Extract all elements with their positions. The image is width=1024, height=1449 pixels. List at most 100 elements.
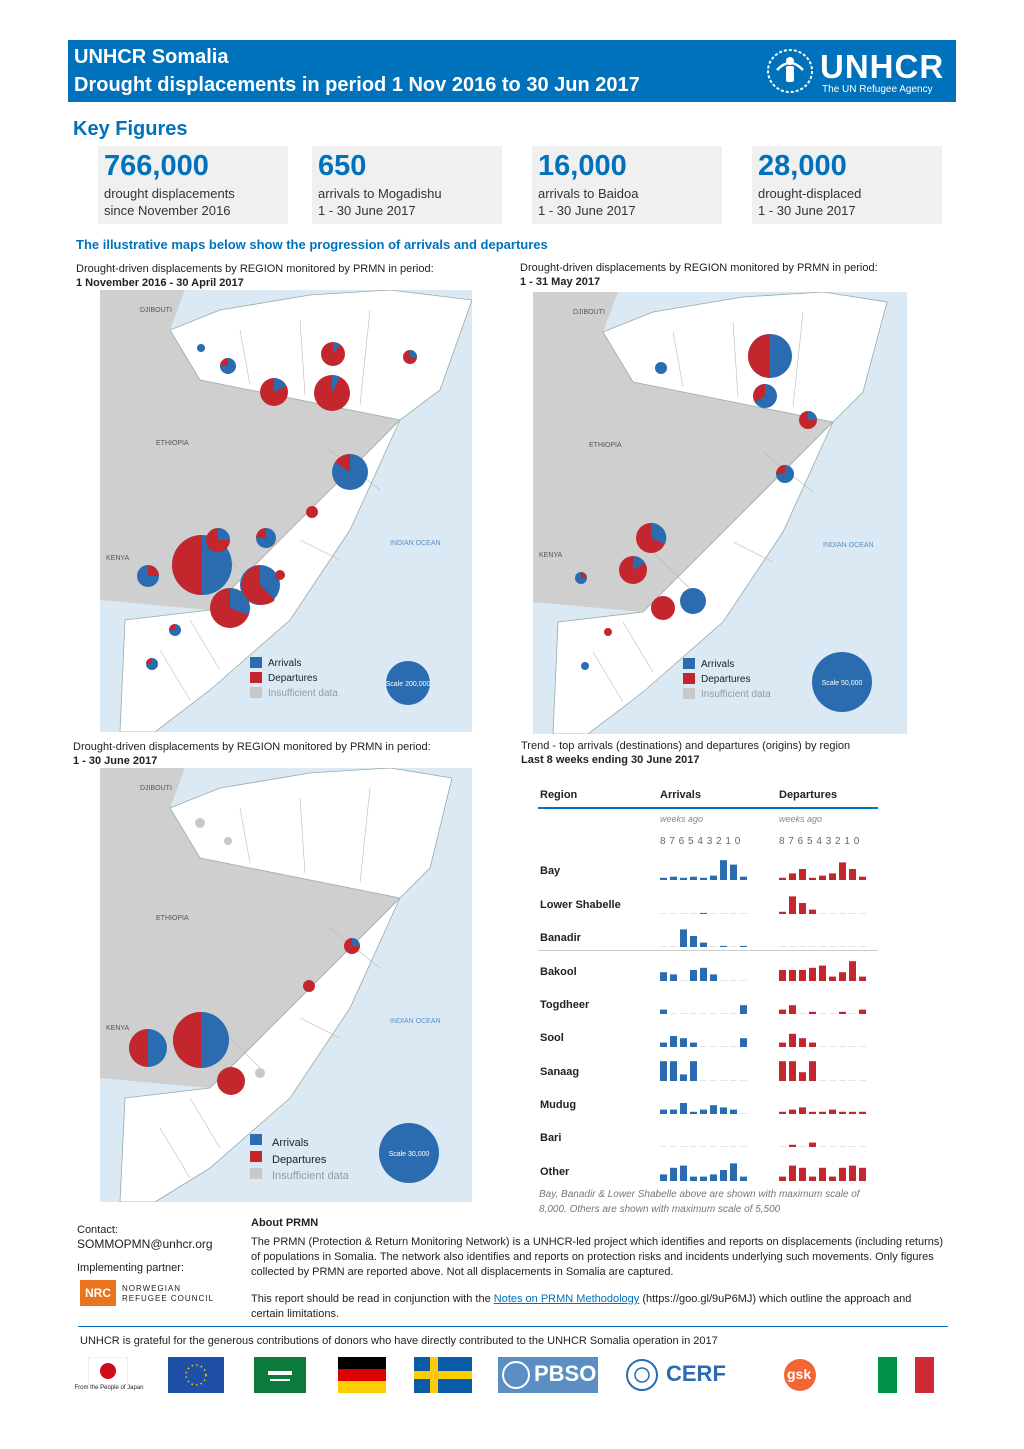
departures-bar (789, 873, 796, 880)
departures-bar (839, 1011, 846, 1014)
header-subtitle: Drought displacements in period 1 Nov 20… (74, 74, 640, 96)
key-figure-card: 28,000 drought-displaced 1 - 30 June 201… (752, 146, 942, 224)
departures-bar (779, 1009, 786, 1014)
arrivals-bar (690, 1176, 697, 1181)
departures-bar (789, 1005, 796, 1014)
arrivals-bar (710, 1013, 717, 1014)
departures-bar (849, 1146, 856, 1147)
trend-region-label: Bakool (540, 966, 577, 978)
trend-note: Bay, Banadir & Lower Shabelle above are … (539, 1189, 860, 1215)
departures-bar (819, 965, 826, 981)
trend-caption-text: Trend - top arrivals (destinations) and … (521, 740, 851, 752)
arrivals-bar (660, 1174, 667, 1181)
departures-bar (809, 877, 816, 880)
map-label-kenya: KENYA (539, 552, 563, 559)
arrivals-bar (670, 1036, 677, 1047)
key-figure-sublabel: 1 - 30 June 2017 (538, 203, 636, 218)
nrc-logo: NRC (80, 1280, 116, 1306)
key-figure-label: drought displacements (104, 186, 235, 201)
trend-region-label: Togdheer (540, 999, 590, 1011)
trend-region-label: Other (540, 1166, 570, 1178)
map-caption-text: Drought-driven displacements by REGION m… (520, 262, 878, 274)
illustrative-note: The illustrative maps below show the pro… (76, 237, 548, 252)
col-arrivals: Arrivals (660, 789, 701, 801)
key-figure-value: 650 (318, 150, 367, 182)
contact-email[interactable]: SOMMOPMN@unhcr.org (77, 1237, 213, 1251)
departures-bar (829, 1109, 836, 1114)
italy-flag (878, 1357, 934, 1393)
arrivals-bar (700, 877, 707, 880)
map-period: 1 November 2016 - 30 April 2017 (76, 277, 244, 289)
map-caption: Drought-driven displacements by REGION m… (73, 740, 431, 768)
methodology-link[interactable]: Notes on PRMN Methodology (493, 1293, 640, 1305)
arrivals-bar (730, 1146, 737, 1147)
departures-bar (819, 913, 826, 914)
arrivals-bar (740, 1080, 747, 1081)
departures-bar (839, 1080, 846, 1081)
departures-bar (859, 1111, 866, 1114)
map-label-ocean: INDIAN OCEAN (390, 1018, 441, 1025)
map-label-kenya: KENYA (106, 1025, 130, 1032)
col-region: Region (540, 789, 578, 801)
legend-departures: Departures (272, 1154, 327, 1166)
trend-region-label: Lower Shabelle (540, 899, 621, 911)
departures-bar (799, 970, 806, 981)
departures-bar (779, 1042, 786, 1047)
departures-bar (829, 913, 836, 914)
eu-flag (168, 1357, 224, 1393)
gsk-logo: gsk (782, 1357, 854, 1393)
gsk-text: gsk (787, 1366, 812, 1382)
arrivals-bar (660, 972, 667, 981)
key-figure-card: 650 arrivals to Mogadishu 1 - 30 June 20… (312, 146, 502, 224)
departures-bar (839, 1111, 846, 1114)
arrivals-bar (740, 945, 747, 947)
departures-bar (789, 1165, 796, 1181)
departures-bar (829, 1080, 836, 1081)
japan-flag (87, 1356, 129, 1393)
legend-departures: Departures (701, 674, 750, 685)
map-caption: Drought-driven displacements by REGION m… (76, 262, 434, 290)
about-body: The PRMN (Protection & Return Monitoring… (251, 1236, 944, 1278)
departures-bar (819, 1167, 826, 1181)
map-label-djibouti: DJIBOUTI (140, 307, 172, 314)
sweden-flag (414, 1357, 472, 1393)
legend-insufficient: Insufficient data (268, 688, 338, 699)
arrivals-bar (660, 1146, 667, 1147)
arrivals-bar (660, 946, 667, 947)
legend-insufficient: Insufficient data (272, 1170, 350, 1182)
departures-bar (849, 961, 856, 981)
arrivals-bar (700, 1109, 707, 1114)
departures-bar (819, 1146, 826, 1147)
departures-bar (809, 967, 816, 981)
arrivals-bar (680, 913, 687, 914)
arrivals-bar (690, 1111, 697, 1114)
trend-region-label: Bay (540, 865, 561, 877)
arrivals-bar (710, 913, 717, 914)
arrivals-bar (720, 1107, 727, 1114)
arrivals-bar (680, 1074, 687, 1081)
arrivals-bar (720, 860, 727, 880)
arrivals-bar (690, 1061, 697, 1081)
departures-bar (819, 1111, 826, 1114)
arrivals-bar (730, 864, 737, 880)
arrivals-bar (690, 1042, 697, 1047)
arrivals-bar (730, 913, 737, 914)
map-label-djibouti: DJIBOUTI (140, 785, 172, 792)
map-label-ethiopia: ETHIOPIA (156, 440, 189, 447)
map-may: DJIBOUTI ETHIOPIA KENYA INDIAN OCEAN Arr… (533, 292, 907, 734)
map-period: 1 - 30 June 2017 (73, 755, 158, 767)
japan-caption: From the People of Japan (74, 1385, 144, 1391)
arrivals-bar (710, 974, 717, 981)
arrivals-bar (720, 980, 727, 981)
departures-bar (819, 1080, 826, 1081)
donor-line: UNHCR is grateful for the generous contr… (80, 1335, 718, 1347)
departures-bar (789, 1061, 796, 1081)
arrivals-bar (700, 942, 707, 947)
departures-bar (829, 976, 836, 981)
arrivals-bar (700, 1013, 707, 1014)
logo-tagline: The UN Refugee Agency (822, 84, 933, 95)
departures-bar (859, 1080, 866, 1081)
legend-arrivals: Arrivals (272, 1137, 309, 1149)
arrivals-bar (710, 1174, 717, 1181)
departures-bar (799, 1038, 806, 1047)
